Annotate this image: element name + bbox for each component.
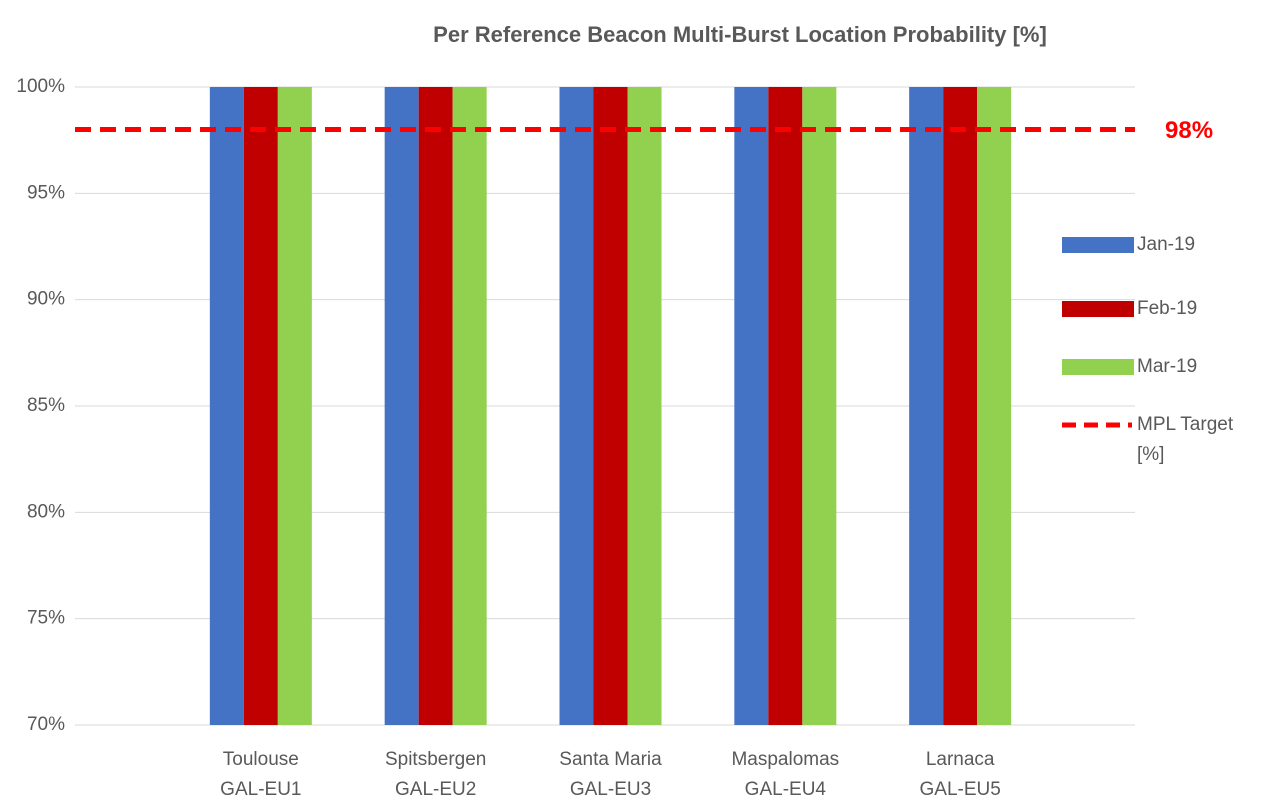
legend-swatch	[1062, 359, 1134, 375]
legend-label: Jan-19	[1137, 234, 1196, 255]
y-tick-label: 85%	[27, 395, 65, 416]
legend-label: Feb-19	[1137, 298, 1198, 319]
x-tick-label: Spitsbergen	[385, 749, 486, 770]
bar	[943, 87, 978, 725]
bar	[559, 87, 594, 725]
y-tick-label: 70%	[27, 714, 65, 735]
legend-label: Mar-19	[1137, 356, 1198, 377]
legend-label: MPL Target [%]	[1137, 414, 1234, 465]
bar	[593, 87, 628, 725]
bar	[243, 87, 278, 725]
chart-title: Per Reference Beacon Multi-Burst Locatio…	[433, 22, 1047, 47]
y-tick-label: 90%	[27, 289, 65, 310]
bar	[734, 87, 769, 725]
bar	[802, 87, 837, 725]
x-tick-label: GAL-EU5	[920, 779, 1001, 800]
y-tick-label: 95%	[27, 182, 65, 203]
bar	[909, 87, 944, 725]
y-tick-label: 75%	[27, 608, 65, 629]
bar	[768, 87, 803, 725]
x-tick-label: Toulouse	[223, 749, 299, 770]
bar	[384, 87, 419, 725]
bar	[209, 87, 244, 725]
y-tick-label: 100%	[16, 76, 65, 97]
bar	[418, 87, 453, 725]
y-tick-label: 80%	[27, 501, 65, 522]
x-tick-label: Santa Maria	[559, 749, 662, 770]
legend-swatch	[1062, 301, 1134, 317]
bar	[977, 87, 1012, 725]
bar	[452, 87, 487, 725]
x-tick-label: Larnaca	[926, 749, 995, 770]
legend-swatch	[1062, 237, 1134, 253]
x-tick-label: Maspalomas	[731, 749, 839, 770]
bar	[277, 87, 312, 725]
x-tick-label: GAL-EU2	[395, 779, 476, 800]
target-label: 98%	[1165, 117, 1213, 144]
x-tick-label: GAL-EU3	[570, 779, 651, 800]
bar	[627, 87, 662, 725]
x-tick-label: GAL-EU4	[745, 779, 827, 800]
x-tick-label: GAL-EU1	[220, 779, 301, 800]
